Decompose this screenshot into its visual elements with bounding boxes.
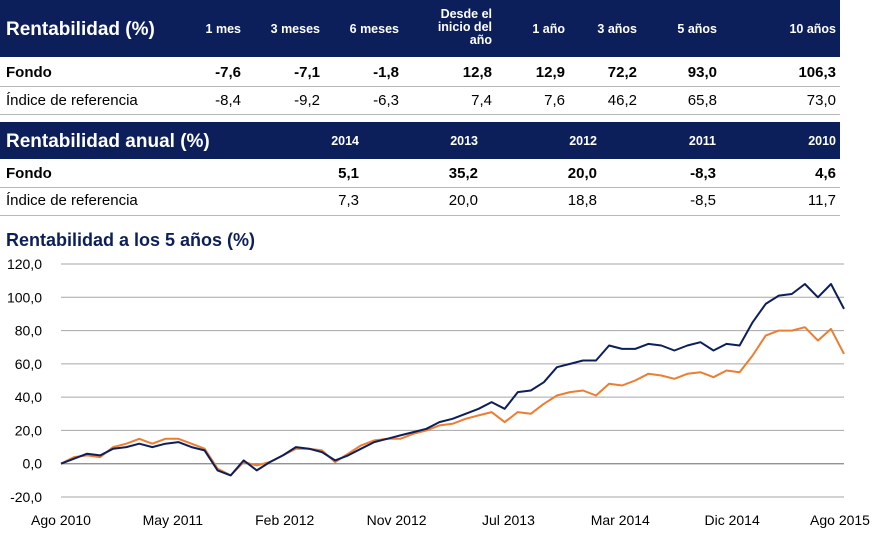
t2-col-header: 2011 xyxy=(688,134,716,148)
x-tick-label: Feb 2012 xyxy=(255,512,314,528)
cell: -7,1 xyxy=(294,64,320,81)
row-label: Fondo xyxy=(6,64,52,81)
x-tick-label: Jul 2013 xyxy=(482,512,535,528)
t2-col-header: 2013 xyxy=(450,134,478,148)
t1-col-header: 1 mes xyxy=(205,22,241,36)
t2-row-fondo: Fondo 5,1 35,2 20,0 -8,3 4,6 xyxy=(0,159,840,188)
cell: 11,7 xyxy=(807,192,836,209)
t1-col-header: 3 años xyxy=(597,22,637,36)
series-line-indice xyxy=(60,326,845,477)
row-label: Fondo xyxy=(6,165,52,182)
row-label: Índice de referencia xyxy=(6,92,138,109)
cell: 20,0 xyxy=(567,165,597,182)
cell: -8,3 xyxy=(690,165,716,182)
t1-row-indice: Índice de referencia -8,4 -9,2 -6,3 7,4 … xyxy=(0,87,840,115)
cell: 93,0 xyxy=(687,64,717,81)
cell: -8,4 xyxy=(215,92,241,109)
y-tick-label: 20,0 xyxy=(15,422,42,438)
t2-row-indice: Índice de referencia 7,3 20,0 18,8 -8,5 … xyxy=(0,188,840,216)
cell: 7,3 xyxy=(338,192,359,209)
cell: 18,8 xyxy=(567,192,597,209)
y-tick-label: 120,0 xyxy=(7,256,42,272)
cell: 4,6 xyxy=(815,165,836,182)
t1-col-header: 10 años xyxy=(789,22,836,36)
y-tick-label: 80,0 xyxy=(15,323,42,339)
y-tick-label: 0,0 xyxy=(23,456,43,472)
table2-header: Rentabilidad anual (%) 2014 2013 2012 20… xyxy=(0,122,840,159)
cell: 73,0 xyxy=(806,92,836,109)
cell: 12,8 xyxy=(462,64,492,81)
t1-row-fondo: Fondo -7,6 -7,1 -1,8 12,8 12,9 72,2 93,0… xyxy=(0,57,840,87)
t1-col-header: 1 año xyxy=(532,22,565,36)
table1-title: Rentabilidad (%) xyxy=(6,19,155,40)
series-line-fondo xyxy=(60,283,845,477)
cell: -9,2 xyxy=(294,92,320,109)
x-tick-label: Mar 2014 xyxy=(591,512,650,528)
cell: 65,8 xyxy=(687,92,717,109)
cell: 12,9 xyxy=(535,64,565,81)
cell: 7,6 xyxy=(544,92,565,109)
t2-col-header: 2014 xyxy=(331,134,359,148)
x-tick-label: Ago 2010 xyxy=(31,512,91,528)
x-tick-label: Dic 2014 xyxy=(705,512,760,528)
cell: 20,0 xyxy=(448,192,478,209)
cell: 35,2 xyxy=(448,165,478,182)
x-tick-label: Ago 2015 xyxy=(810,512,870,528)
x-tick-label: Nov 2012 xyxy=(367,512,427,528)
t1-col-header: 3 meses xyxy=(270,22,320,36)
cell: -8,5 xyxy=(690,192,716,209)
t2-col-header: 2012 xyxy=(569,134,597,148)
cell: 72,2 xyxy=(607,64,637,81)
cell: 46,2 xyxy=(607,92,637,109)
t2-col-header: 2010 xyxy=(808,134,836,148)
table1-header: Rentabilidad (%) 1 mes 3 meses 6 meses D… xyxy=(0,0,840,57)
t1-col-header: Desde el inicio del año xyxy=(437,7,492,47)
y-tick-label: 100,0 xyxy=(7,289,42,305)
chart-title: Rentabilidad a los 5 años (%) xyxy=(6,230,256,250)
cell: -1,8 xyxy=(373,64,399,81)
table2-title: Rentabilidad anual (%) xyxy=(6,131,210,152)
t1-col-header: 6 meses xyxy=(349,22,399,36)
cell: -6,3 xyxy=(373,92,399,109)
line-chart: 120,0 100,0 80,0 60,0 40,0 20,0 0,0 -20,0 Ago 20… xyxy=(7,256,870,528)
x-tick-label: May 2011 xyxy=(143,512,204,528)
cell: 7,4 xyxy=(471,92,492,109)
cell: 5,1 xyxy=(338,165,359,182)
cell: 106,3 xyxy=(798,64,836,81)
y-tick-label: 40,0 xyxy=(15,389,42,405)
y-tick-label: -20,0 xyxy=(10,489,42,505)
y-tick-label: 60,0 xyxy=(15,356,42,372)
t1-col-header: 5 años xyxy=(677,22,717,36)
cell: -7,6 xyxy=(215,64,241,81)
row-label: Índice de referencia xyxy=(6,192,138,209)
